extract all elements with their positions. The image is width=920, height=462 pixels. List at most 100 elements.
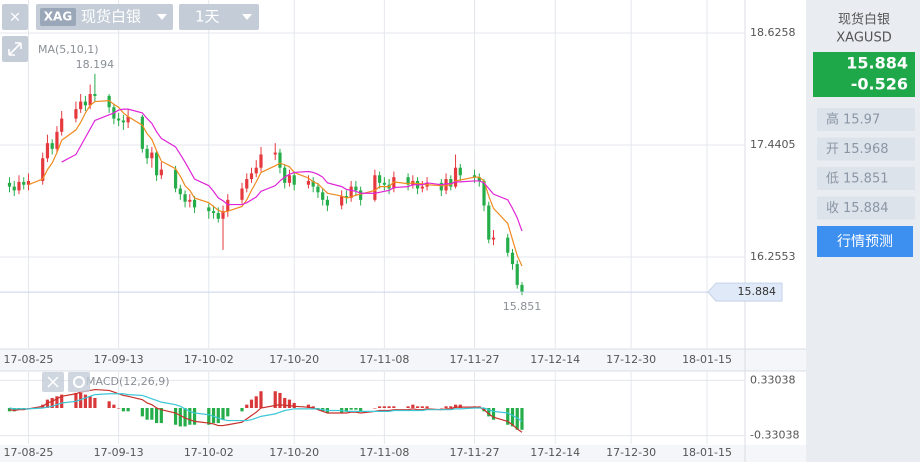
macd-bar — [254, 396, 258, 408]
macd-bar — [240, 408, 244, 412]
macd-bar — [126, 408, 130, 412]
macd-bar — [415, 406, 420, 408]
candle-body — [107, 95, 111, 108]
dropdown-arrow — [157, 14, 167, 20]
max-label: 18.194 — [76, 58, 115, 71]
candle-body — [154, 152, 159, 176]
candle-body — [515, 264, 519, 285]
x-tick-label: 17-12-30 — [606, 353, 656, 366]
macd-bar — [515, 408, 519, 430]
candle-body — [520, 284, 524, 293]
close-icon: × — [9, 8, 22, 26]
stat-label: 低 — [826, 172, 839, 187]
candle-body — [93, 94, 97, 96]
candle-body — [316, 186, 320, 193]
instrument-code: XAGUSD — [836, 31, 891, 46]
macd-bar — [491, 408, 496, 420]
stats: 高 15.97 开 15.968 低 15.851 收 15.884 — [817, 108, 915, 220]
x-tick-label: 17-10-20 — [269, 446, 319, 459]
candle-body — [12, 186, 16, 191]
candle-body — [406, 177, 410, 185]
macd-bar — [444, 406, 448, 408]
macd-bar — [192, 408, 197, 425]
stat-box — [817, 196, 915, 220]
macd-bar — [74, 392, 78, 408]
macd-bar — [45, 399, 50, 408]
x-tick-label: 17-08-25 — [4, 353, 54, 366]
indicator-settings[interactable] — [68, 372, 90, 392]
macd-bar — [458, 404, 462, 408]
period-name: 1天 — [195, 8, 220, 26]
macd-bar — [88, 396, 92, 408]
macd-bar — [60, 394, 64, 408]
candle-body — [83, 101, 88, 106]
candle-body — [487, 205, 491, 240]
candle-body — [226, 199, 230, 212]
forecast-button[interactable] — [817, 226, 913, 257]
y-tick-label: -0.33038 — [750, 429, 799, 442]
candle-body — [173, 169, 178, 189]
macd-bar — [506, 408, 510, 425]
macd-bar — [188, 408, 192, 425]
macd-bar — [259, 391, 263, 408]
macd-bar — [211, 408, 216, 424]
gear-icon — [73, 376, 85, 388]
candle-body — [354, 186, 358, 191]
close-button[interactable] — [2, 4, 28, 30]
macd-bar — [306, 404, 311, 408]
candle-body — [240, 188, 244, 200]
macd-bar — [159, 408, 163, 424]
candle-body — [306, 180, 311, 185]
macd-bar — [382, 406, 386, 408]
x-tick-label: 17-11-08 — [359, 353, 409, 366]
macd-bar — [378, 406, 382, 408]
candle-body — [50, 143, 54, 149]
instrument-name: 现货白银 — [838, 12, 890, 28]
x-axis-band — [0, 445, 806, 462]
candle-body — [287, 175, 292, 183]
candle-body — [17, 181, 21, 191]
macd-bar — [154, 408, 159, 424]
macd-bar — [278, 392, 282, 408]
candle-body — [482, 180, 486, 206]
stat-value: 15.884 — [843, 201, 889, 216]
toolbar: × XAG 现货白银 1天 — [2, 4, 259, 392]
macd-bar — [173, 408, 178, 425]
x-tick-label: 18-01-15 — [682, 353, 732, 366]
stat-value: 15.968 — [843, 142, 889, 157]
indicator-title: MACD(12,26,9) — [86, 375, 170, 388]
symbol-name: 现货白银 — [81, 8, 141, 26]
candle-body — [382, 182, 386, 185]
candle-body — [216, 213, 220, 219]
macd-bar — [359, 408, 363, 412]
candle-body — [74, 109, 78, 119]
sidebar: 现货白银 XAGUSD 15.884 -0.526 高 15.97 开 15.968 低… — [806, 0, 920, 462]
macd-bar — [121, 408, 125, 412]
x-tick-label: 17-12-30 — [606, 446, 656, 459]
candle-body — [453, 167, 458, 187]
macd-bar — [150, 408, 154, 420]
candle-body — [79, 101, 83, 110]
period-dropdown[interactable] — [179, 4, 259, 30]
y-tick-label: 18.6258 — [750, 26, 796, 39]
y-tick-label: 17.4405 — [750, 138, 796, 151]
candle-body — [444, 179, 448, 191]
macd-bar — [50, 397, 54, 408]
x-tick-label: 17-11-08 — [359, 446, 409, 459]
stat-value: 15.851 — [843, 172, 889, 187]
macd-bar — [406, 406, 410, 408]
candle-body — [26, 180, 31, 185]
candle-body — [278, 152, 282, 168]
candle-body — [22, 181, 26, 185]
stat-value: 15.97 — [843, 113, 880, 128]
macd-bar — [425, 406, 429, 408]
last-price: 15.884 — [846, 54, 908, 73]
candle-body — [458, 167, 462, 176]
x-axis-band — [0, 349, 806, 371]
x-tick-label: 17-10-02 — [184, 353, 234, 366]
macd-bar — [510, 408, 515, 427]
macd-bar — [216, 408, 220, 424]
price-change: -0.526 — [851, 75, 908, 94]
macd-bar — [140, 408, 144, 417]
